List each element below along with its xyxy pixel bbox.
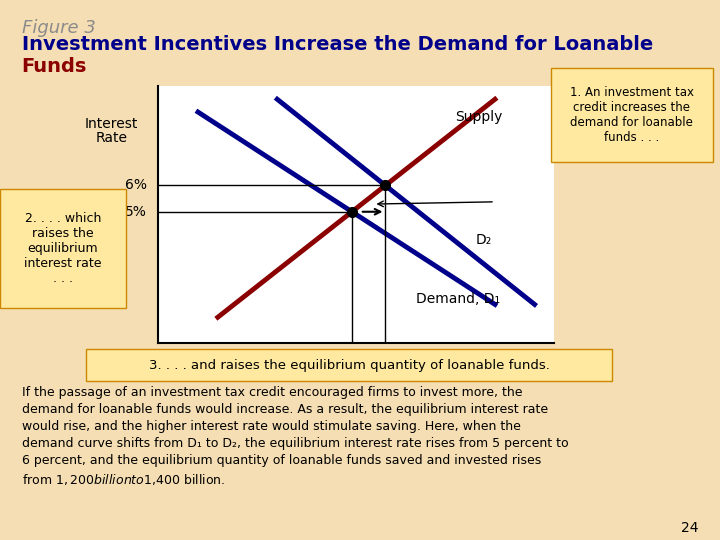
Text: (in billions of dollars): (in billions of dollars) (377, 368, 523, 382)
Text: Figure 3: Figure 3 (22, 19, 96, 37)
Text: Interest: Interest (85, 117, 138, 131)
Text: $1,400: $1,400 (364, 356, 408, 369)
Text: $1,200: $1,200 (330, 356, 374, 369)
Text: Investment Incentives Increase the Demand for Loanable: Investment Incentives Increase the Deman… (22, 35, 653, 54)
Text: Rate: Rate (96, 131, 127, 145)
Text: 24: 24 (681, 521, 698, 535)
Text: Demand, D₁: Demand, D₁ (416, 292, 500, 306)
Text: 1. An investment tax
credit increases the
demand for loanable
funds . . .: 1. An investment tax credit increases th… (570, 86, 694, 144)
Text: 0: 0 (138, 356, 147, 370)
Text: Supply: Supply (455, 110, 503, 124)
Text: If the passage of an investment tax credit encouraged firms to invest more, the
: If the passage of an investment tax cred… (22, 386, 568, 487)
Text: Funds: Funds (22, 57, 87, 76)
Text: 2. . . . which
raises the
equilibrium
interest rate
. . .: 2. . . . which raises the equilibrium in… (24, 212, 102, 285)
Text: 3. . . . and raises the equilibrium quantity of loanable funds.: 3. . . . and raises the equilibrium quan… (149, 359, 549, 372)
Text: 5%: 5% (125, 205, 147, 219)
Text: D₂: D₂ (475, 233, 492, 247)
Text: Loanable Funds: Loanable Funds (396, 355, 504, 369)
Text: 6%: 6% (125, 178, 147, 192)
